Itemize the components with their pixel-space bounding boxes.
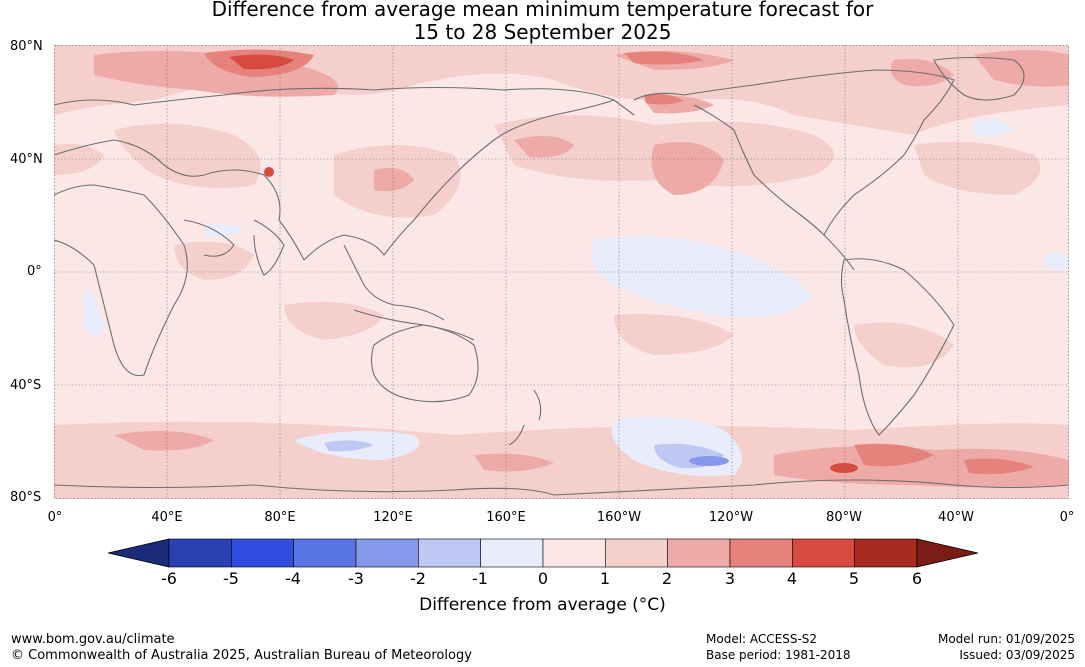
anomaly-map: [54, 45, 1069, 499]
colorbar-tick-label: -4: [285, 569, 301, 588]
colorbar-tick-label: 1: [600, 569, 610, 588]
colorbar-segment: [418, 539, 480, 567]
lon-label-120w: 120°W: [709, 510, 753, 525]
map-title-line-2: 15 to 28 September 2025: [0, 21, 1085, 44]
lat-label-80s: 80°S: [10, 490, 41, 505]
lat-label-40s: 40°S: [10, 378, 41, 393]
colorbar-tick-label: 3: [725, 569, 735, 588]
colorbar-tick-label: 0: [538, 569, 548, 588]
lon-label-40e: 40°E: [151, 510, 182, 525]
lon-label-40w: 40°W: [938, 510, 974, 525]
lon-label-120e: 120°E: [373, 510, 413, 525]
anomaly-zone-neg-3-2: [689, 456, 729, 466]
colorbar-tick-label: -5: [223, 569, 239, 588]
lon-label-80w: 80°W: [826, 510, 862, 525]
lon-label-160w: 160°W: [597, 510, 641, 525]
colorbar-tick-label: 4: [787, 569, 797, 588]
lat-label-80n: 80°N: [10, 39, 43, 54]
lon-label-160e: 160°E: [486, 510, 526, 525]
colorbar-segment: [792, 539, 854, 567]
colorbar-segment: [543, 539, 605, 567]
colorbar-extend-high: [917, 539, 978, 567]
lon-label-0: 0°: [48, 510, 63, 525]
footer-url: www.bom.gov.au/climate: [11, 631, 175, 648]
colorbar-segment: [231, 539, 293, 567]
colorbar: [108, 538, 978, 570]
lon-label-80e: 80°E: [264, 510, 295, 525]
colorbar-segment: [730, 539, 792, 567]
colorbar-tick-label: -2: [410, 569, 426, 588]
colorbar-tick-label: -1: [472, 569, 488, 588]
colorbar-segment: [855, 539, 917, 567]
colorbar-segment: [481, 539, 543, 567]
colorbar-tick-label: -6: [161, 569, 177, 588]
colorbar-tick-label: 5: [849, 569, 859, 588]
lon-label-0-end: 0°: [1060, 510, 1075, 525]
colorbar-segment: [294, 539, 356, 567]
colorbar-tick-label: 6: [912, 569, 922, 588]
lat-label-40n: 40°N: [10, 152, 43, 167]
colorbar-tick-label: -3: [348, 569, 364, 588]
map-title-line-1: Difference from average mean minimum tem…: [0, 0, 1085, 21]
footer-copyright: © Commonwealth of Australia 2025, Austra…: [11, 647, 472, 664]
lat-label-equator: 0°: [27, 264, 42, 279]
footer-model: Model: ACCESS-S2: [706, 631, 817, 648]
colorbar-segment: [356, 539, 418, 567]
colorbar-title: Difference from average (°C): [0, 595, 1085, 615]
footer-base-period: Base period: 1981-2018: [706, 647, 851, 664]
colorbar-segment: [668, 539, 730, 567]
colorbar-segment: [169, 539, 231, 567]
colorbar-tick-label: 2: [662, 569, 672, 588]
anomaly-map-canvas: [54, 45, 1069, 499]
footer-model-run: Model run: 01/09/2025: [938, 631, 1075, 648]
footer-issued: Issued: 03/09/2025: [959, 647, 1075, 664]
colorbar-segment: [605, 539, 667, 567]
colorbar-extend-low: [108, 539, 169, 567]
